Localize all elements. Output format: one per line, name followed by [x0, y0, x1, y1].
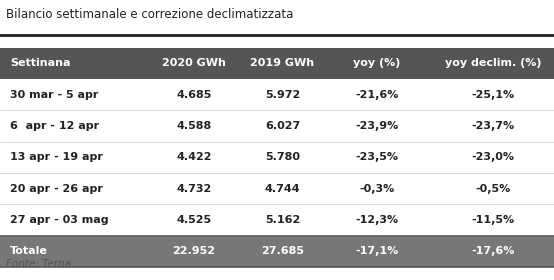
Text: 4.732: 4.732: [176, 184, 212, 194]
Text: -23,9%: -23,9%: [355, 121, 398, 131]
FancyBboxPatch shape: [0, 204, 554, 236]
Text: 6.027: 6.027: [265, 121, 300, 131]
Text: -0,3%: -0,3%: [359, 184, 394, 194]
Text: -12,3%: -12,3%: [355, 215, 398, 225]
Text: 4.422: 4.422: [176, 152, 212, 162]
Text: -11,5%: -11,5%: [471, 215, 515, 225]
Text: 13 apr - 19 apr: 13 apr - 19 apr: [10, 152, 103, 162]
Text: 20 apr - 26 apr: 20 apr - 26 apr: [10, 184, 103, 194]
Text: 27 apr - 03 mag: 27 apr - 03 mag: [10, 215, 109, 225]
Text: 2020 GWh: 2020 GWh: [162, 58, 226, 68]
Text: 6  apr - 12 apr: 6 apr - 12 apr: [10, 121, 99, 131]
Text: 5.972: 5.972: [265, 90, 300, 100]
Text: yoy declim. (%): yoy declim. (%): [445, 58, 541, 68]
Text: 27.685: 27.685: [261, 246, 304, 256]
Text: 4.588: 4.588: [176, 121, 212, 131]
FancyBboxPatch shape: [0, 173, 554, 204]
Text: -25,1%: -25,1%: [471, 90, 515, 100]
Text: Bilancio settimanale e correzione declimatizzata: Bilancio settimanale e correzione declim…: [6, 8, 293, 21]
Text: -23,5%: -23,5%: [355, 152, 398, 162]
Text: -17,1%: -17,1%: [355, 246, 398, 256]
Text: 30 mar - 5 apr: 30 mar - 5 apr: [10, 90, 99, 100]
Text: Fonte: Terna: Fonte: Terna: [6, 259, 70, 269]
Text: -0,5%: -0,5%: [475, 184, 511, 194]
Text: yoy (%): yoy (%): [353, 58, 401, 68]
Text: -17,6%: -17,6%: [471, 246, 515, 256]
Text: 5.780: 5.780: [265, 152, 300, 162]
FancyBboxPatch shape: [0, 110, 554, 142]
Text: -21,6%: -21,6%: [355, 90, 398, 100]
FancyBboxPatch shape: [0, 48, 554, 79]
Text: -23,7%: -23,7%: [471, 121, 515, 131]
Text: 2019 GWh: 2019 GWh: [250, 58, 315, 68]
Text: Totale: Totale: [10, 246, 48, 256]
FancyBboxPatch shape: [0, 79, 554, 110]
Text: Settinana: Settinana: [10, 58, 70, 68]
Text: 22.952: 22.952: [172, 246, 216, 256]
Text: 5.162: 5.162: [265, 215, 300, 225]
Text: -23,0%: -23,0%: [471, 152, 515, 162]
FancyBboxPatch shape: [0, 236, 554, 267]
Text: 4.525: 4.525: [176, 215, 212, 225]
Text: 4.685: 4.685: [176, 90, 212, 100]
FancyBboxPatch shape: [0, 142, 554, 173]
Text: 4.744: 4.744: [265, 184, 300, 194]
